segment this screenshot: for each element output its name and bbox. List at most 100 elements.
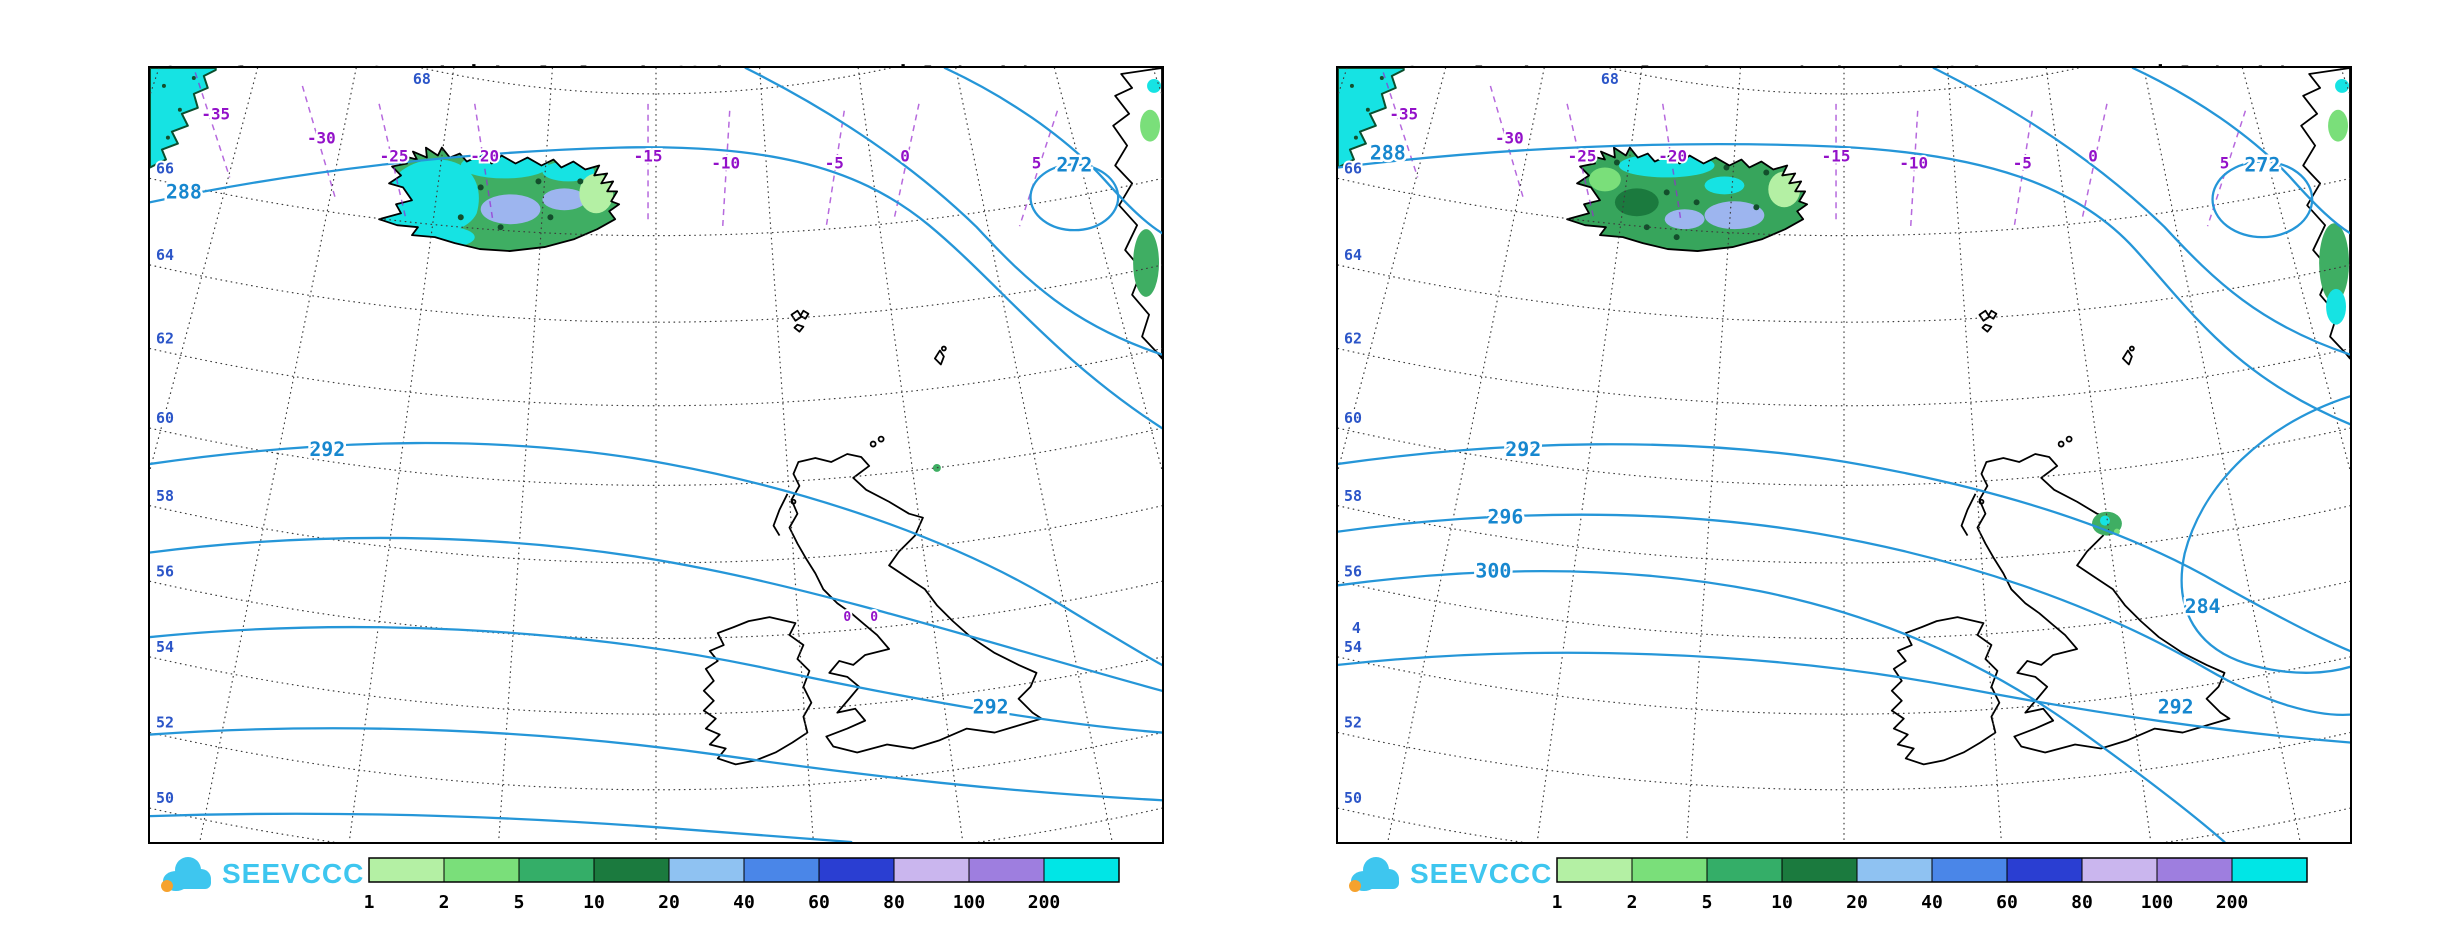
temp-label: 5 (1032, 153, 1042, 172)
map-canvas: 68 66 64 62 60 58 56 54 52 50 -35 -30 -2… (150, 68, 1162, 842)
temp-label: -20 (470, 147, 499, 166)
snow-spot-scotland (932, 463, 941, 472)
colorbar-segment (1931, 857, 2008, 883)
temp-label: -15 (634, 147, 663, 166)
colorbar-segment (2156, 857, 2233, 883)
colorbar-segment (2231, 857, 2308, 883)
colorbar-segment (668, 857, 745, 883)
logo-text: SEEVCCC (222, 858, 365, 889)
map-labels: 68 66 64 62 60 58 56 54 52 50 -35 -30 -2… (154, 68, 1095, 809)
colorbar-segment (2006, 857, 2083, 883)
cloud-icon (1349, 857, 1399, 892)
colorbar-segment (368, 857, 445, 883)
colorbar-segment (2081, 857, 2158, 883)
lat-label: 60 (1344, 409, 1362, 427)
colorbar-segment (1556, 857, 1633, 883)
geopotential-contours (1338, 68, 2350, 842)
colorbar-tick-label: 100 (2141, 892, 2174, 913)
colorbar-tick-label: 1 (1552, 892, 1563, 913)
geopotential-label: 288 (166, 180, 202, 203)
snow-contour-label: 4 (1352, 619, 1361, 637)
snow-spot-scotland (2092, 511, 2122, 536)
temp-label: -25 (1568, 147, 1597, 166)
lat-label: 56 (156, 562, 174, 580)
geopotential-label: 272 (2244, 153, 2280, 176)
colorbar-tick-label: 20 (658, 892, 680, 913)
colorbar-segment (1706, 857, 1783, 883)
lat-label: 52 (156, 714, 174, 732)
lat-label: 62 (156, 330, 174, 348)
colorbar-segment (968, 857, 1045, 883)
colorbar-tick-label: 2 (439, 892, 450, 913)
temp-label: 0 (2088, 147, 2098, 166)
colorbar-segment (1856, 857, 1933, 883)
temp-label: -5 (825, 153, 844, 172)
temp-label: 0 (900, 147, 910, 166)
lat-label: 66 (156, 159, 174, 177)
graticule (150, 68, 1162, 842)
colorbar-segment (593, 857, 670, 883)
temp-label: -10 (711, 153, 740, 172)
temp-label: -30 (307, 129, 336, 148)
geopotential-label: 272 (1056, 153, 1092, 176)
lat-label: 52 (1344, 714, 1362, 732)
lat-label: 68 (413, 70, 431, 88)
cloud-icon (161, 857, 211, 892)
seevccc-logo: SEEVCCC (152, 850, 364, 898)
lat-label: 58 (1344, 487, 1362, 505)
lat-label: 54 (156, 638, 174, 656)
lat-label: 64 (1344, 246, 1362, 264)
colorbar-segment (893, 857, 970, 883)
geopotential-label: 300 (1475, 559, 1511, 582)
colorbar-tick-label: 2 (1627, 892, 1638, 913)
geopotential-label: 292 (1505, 438, 1541, 461)
colorbar-tick-label: 5 (1702, 892, 1713, 913)
geopotential-label: 292 (973, 696, 1009, 719)
temp-label: -30 (1495, 129, 1524, 148)
lat-label: 58 (156, 487, 174, 505)
colorbar-tick-label: 60 (808, 892, 830, 913)
colorbar-tick-label: 40 (733, 892, 755, 913)
snow-fill-iceland (1567, 147, 1808, 252)
colorbar-tick-label: 1 (364, 892, 375, 913)
temp-label: -35 (1389, 105, 1418, 124)
colorbar-segment (818, 857, 895, 883)
colorbar-tick-label: 40 (1921, 892, 1943, 913)
geopotential-label: 292 (2158, 696, 2194, 719)
colorbar-segment (1043, 857, 1120, 883)
colorbar-segment (518, 857, 595, 883)
lat-label: 60 (156, 409, 174, 427)
snow-fill-norway (1133, 78, 1162, 297)
panel-ecmwf: ECMWF forecast: Snow height [cm] and 700… (148, 0, 1164, 925)
isotherm-label: 0 (870, 610, 878, 625)
logo-text: SEEVCCC (1410, 858, 1553, 889)
panel-dream8: DREAM8-Iceland: Accumulated snow (cm) an… (1336, 0, 2352, 925)
temp-label: -5 (2013, 153, 2032, 172)
lat-label: 56 (1344, 562, 1362, 580)
colorbar-tick-label: 100 (953, 892, 986, 913)
temp-label: 5 (2220, 153, 2230, 172)
lat-label: 50 (156, 789, 174, 807)
colorbar-segment (443, 857, 520, 883)
lat-label: 66 (1344, 159, 1362, 177)
colorbar-tick-label: 10 (583, 892, 605, 913)
colorbar-tick-label: 20 (1846, 892, 1868, 913)
geopotential-contours (150, 68, 1162, 842)
colorbar-tick-label: 5 (514, 892, 525, 913)
seevccc-logo: SEEVCCC (1340, 850, 1552, 898)
geopotential-label: 296 (1487, 506, 1523, 529)
temp-label: -20 (1658, 147, 1687, 166)
colorbar-segment (743, 857, 820, 883)
map-canvas: 68 66 64 62 60 58 56 54 52 50 -35 -30 -2… (1338, 68, 2350, 842)
temp-label: -15 (1822, 147, 1851, 166)
snow-colorbar: 1 2 5 10 20 40 60 80 100 200 (364, 857, 1120, 913)
colorbar-segment (1781, 857, 1858, 883)
colorbar-tick-label: 200 (2216, 892, 2249, 913)
lat-label: 54 (1344, 638, 1362, 656)
lat-label: 68 (1601, 70, 1619, 88)
temp-label: -10 (1899, 153, 1928, 172)
lat-label: 62 (1344, 330, 1362, 348)
colorbar-segment (1631, 857, 1708, 883)
map-labels: 68 66 64 62 60 58 56 54 52 50 -35 -30 -2… (1342, 68, 2283, 809)
colorbar-tick-label: 60 (1996, 892, 2018, 913)
